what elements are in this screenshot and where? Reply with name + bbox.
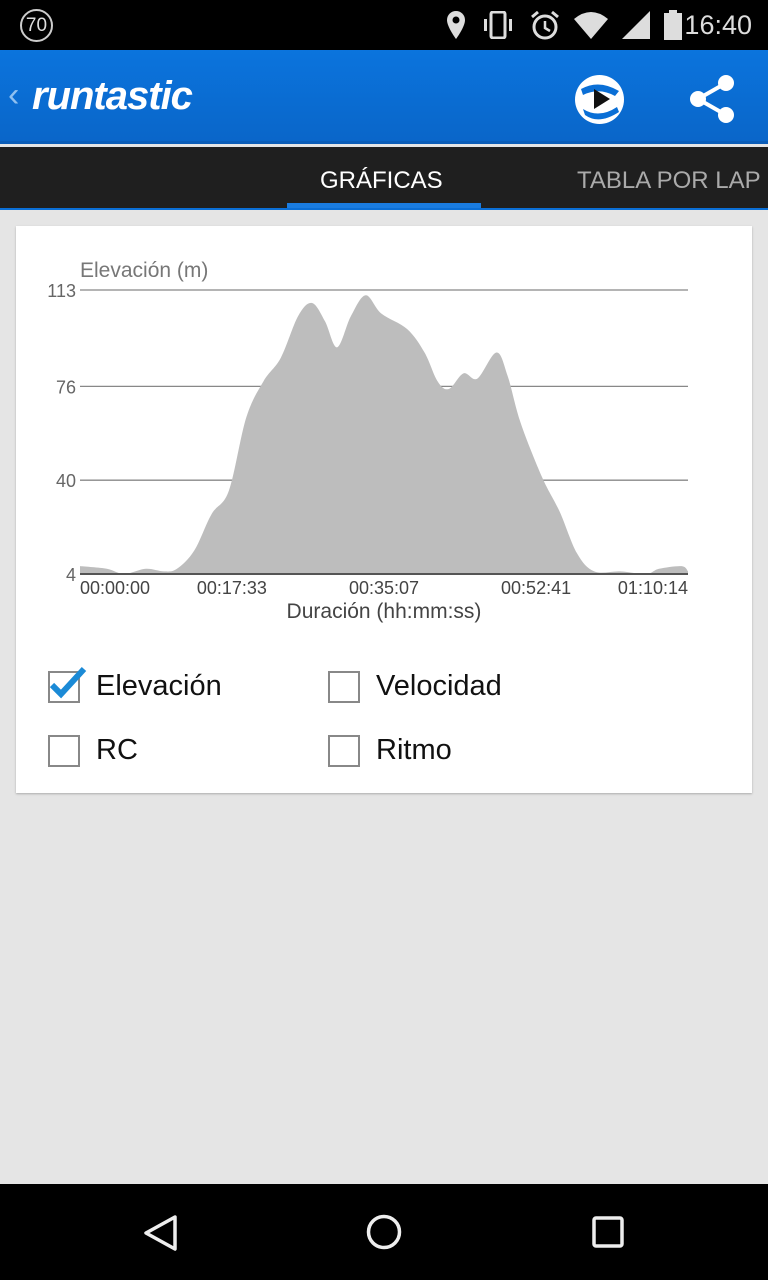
battery-icon	[664, 10, 682, 40]
home-circle-icon[interactable]	[366, 1214, 402, 1250]
x-tick-label: 00:35:07	[349, 578, 419, 598]
checkbox-velocidad[interactable]: Velocidad	[328, 670, 502, 703]
app-bar: ‹ runtastic	[0, 50, 768, 144]
checkbox-label: RC	[96, 734, 138, 766]
x-tick-label: 00:17:33	[197, 578, 267, 598]
share-icon[interactable]	[688, 74, 736, 124]
alarm-icon	[531, 10, 559, 40]
navigation-bar	[0, 1184, 768, 1280]
tab-graficas[interactable]: GRÁFICAS	[320, 167, 443, 194]
checkmark-icon	[49, 666, 87, 698]
app-logo: runtastic	[32, 74, 193, 118]
x-tick-label: 00:00:00	[80, 578, 150, 598]
y-tick-label: 113	[47, 281, 76, 301]
x-tick-label: 00:52:41	[501, 578, 571, 598]
checkbox-ritmo[interactable]: Ritmo	[328, 734, 452, 767]
chart-card: Elevación (m) 113 76 40 4 00:00:00 00:17:33 00…	[16, 226, 752, 793]
checkbox-label: Elevación	[96, 670, 222, 702]
checkbox-rc[interactable]: RC	[48, 734, 138, 767]
checkbox-label: Ritmo	[376, 734, 452, 766]
status-bar: 70 16:40	[0, 0, 768, 50]
wifi-icon	[574, 12, 608, 39]
x-tick-label: 01:10:14	[618, 578, 688, 598]
back-icon[interactable]: ‹	[8, 76, 20, 114]
y-axis-label: Elevación (m)	[80, 259, 208, 282]
vibrate-icon	[484, 11, 512, 39]
recents-square-icon[interactable]	[592, 1216, 624, 1248]
tab-tabla-por-lap[interactable]: TABLA POR LAP	[577, 167, 761, 194]
elevation-chart: Elevación (m) 113 76 40 400:00:00 00:17:33 00…	[47, 259, 688, 623]
clock: 16:40	[684, 10, 752, 40]
elevation-area	[80, 295, 688, 575]
notification-badge: 70	[20, 9, 53, 42]
checkbox-label: Velocidad	[376, 670, 502, 702]
tab-bar: GRÁFICAS TABLA POR LAP	[0, 147, 768, 210]
play-icon[interactable]	[575, 75, 624, 124]
signal-icon	[622, 11, 650, 39]
location-icon	[447, 11, 465, 39]
checkbox-elevacion[interactable]: Elevación	[48, 666, 222, 703]
x-axis-label: Duración (hh:mm:ss)	[287, 600, 482, 623]
active-tab-indicator	[287, 203, 481, 208]
back-triangle-icon[interactable]	[142, 1214, 178, 1252]
y-tick-label: 40	[56, 471, 76, 491]
y-tick-label: 76	[56, 377, 76, 397]
y-tick-label: 4	[66, 565, 76, 585]
